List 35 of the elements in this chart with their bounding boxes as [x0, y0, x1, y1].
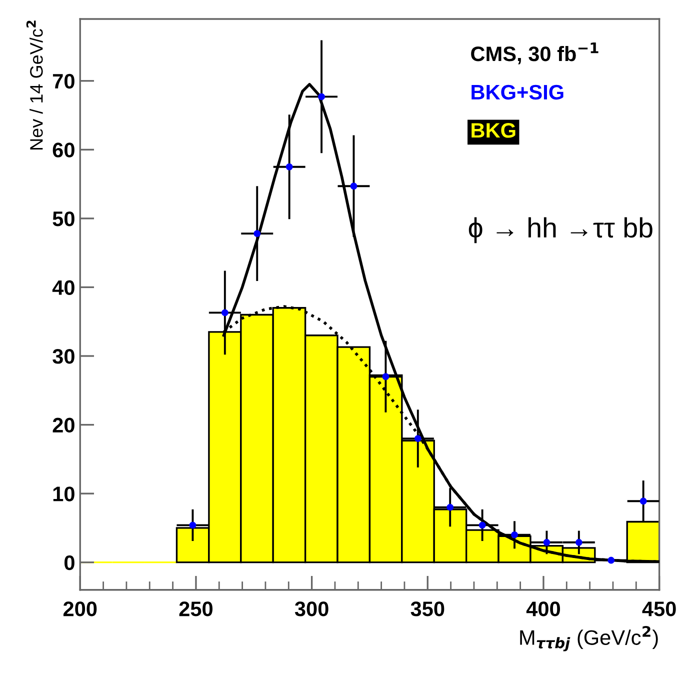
point: [608, 556, 615, 564]
legend-title: CMS, 30 fb$^{−1}$: [471, 42, 598, 64]
x-tick-label: 450: [642, 602, 676, 616]
y-tick-label: 20: [52, 418, 74, 433]
point: [221, 309, 228, 316]
point: [478, 522, 486, 529]
x-tick-label: 200: [63, 602, 97, 616]
point: [318, 93, 325, 100]
point: [414, 435, 422, 442]
y-tick-label: 70: [52, 74, 74, 89]
x-axis-title: M$_{ττbj}$ (GeV/c$^{2}$): [520, 626, 658, 652]
point: [511, 531, 518, 538]
annotation: ϕ → hh →ττ bb: [468, 217, 652, 244]
text: BKG+SIG: [472, 84, 564, 100]
x-tick-label: 400: [526, 602, 560, 616]
x-tick-label: 350: [410, 602, 444, 616]
y-axis-title: Nev / 14 GeV/c$^{2}$: [26, 20, 43, 150]
y-tick-label: 30: [52, 349, 74, 364]
point: [446, 504, 454, 511]
x-tick-label: 250: [179, 602, 212, 616]
y-tick-label: 40: [52, 280, 74, 295]
text: BKG: [472, 122, 516, 138]
point: [382, 373, 390, 380]
y-tick-label: 10: [53, 486, 74, 502]
point: [189, 522, 196, 529]
point: [286, 163, 293, 170]
point: [640, 498, 647, 505]
point: [254, 230, 261, 238]
x-tick-label: 300: [294, 602, 328, 616]
point: [543, 538, 550, 546]
y-tick-label: 60: [52, 142, 74, 158]
y-tick-label: 0: [64, 555, 74, 570]
y-tick-label: 50: [52, 211, 74, 226]
point: [350, 182, 358, 190]
point: [575, 538, 582, 546]
